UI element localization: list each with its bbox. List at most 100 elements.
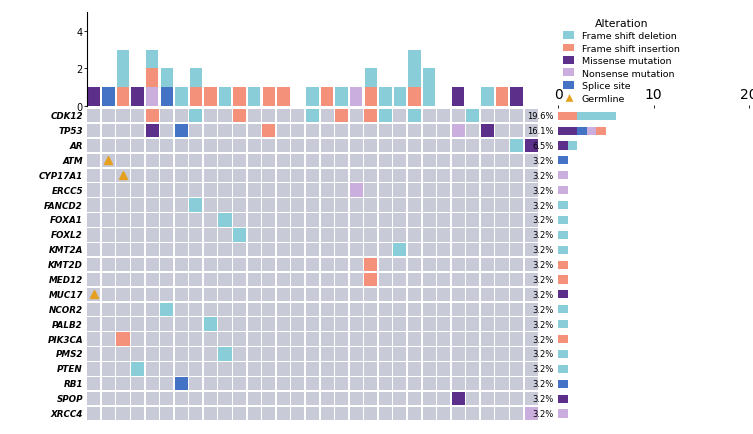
Bar [204,214,217,227]
Bar [558,157,568,165]
Bar [204,169,217,183]
Text: TP53: TP53 [58,127,83,136]
Bar [408,214,421,227]
Bar [510,110,523,123]
Bar [189,392,203,405]
Bar [335,377,348,391]
Bar [277,125,290,138]
Bar [481,303,494,316]
Bar [408,318,421,331]
Bar [189,348,203,361]
Bar [218,110,232,123]
Bar [393,362,407,376]
Bar [481,155,494,168]
Bar [466,155,480,168]
Bar [277,139,290,153]
Bar [189,169,203,183]
Bar [189,184,203,197]
Bar [481,184,494,197]
Bar [131,258,144,272]
Bar [131,303,144,316]
Bar [393,184,407,197]
Bar [379,332,392,346]
Bar [175,243,188,257]
Bar [335,110,348,123]
Bar [335,184,348,197]
Bar [306,318,319,331]
Bar [393,110,407,123]
Bar [248,155,261,168]
Bar [321,110,334,123]
Bar [248,332,261,346]
Bar [349,407,363,420]
Bar [248,273,261,286]
Bar [495,303,508,316]
Bar [160,318,173,331]
Text: 3.2%: 3.2% [532,171,553,181]
Bar [87,243,100,257]
Bar [175,155,188,168]
Bar [291,155,304,168]
Bar [204,318,217,331]
Bar [204,184,217,197]
Bar [131,362,144,376]
Bar [233,303,246,316]
Bar [349,273,363,286]
Bar [262,214,276,227]
Bar [364,229,377,242]
Bar [510,125,523,138]
Bar [160,332,173,346]
Bar [321,169,334,183]
Bar [248,288,261,301]
Bar [452,303,465,316]
Bar [189,139,203,153]
Bar [145,243,159,257]
Bar [117,258,130,272]
Bar [233,332,246,346]
Bar [379,243,392,257]
Bar [587,127,596,135]
Bar [117,110,130,123]
Bar [160,362,173,376]
Bar [306,303,319,316]
Bar [422,155,436,168]
Bar [291,377,304,391]
Bar [248,139,261,153]
Bar [321,377,334,391]
Bar [291,303,304,316]
Bar [510,139,523,153]
Bar [117,362,130,376]
Bar [335,258,348,272]
Bar [218,155,232,168]
Bar [422,110,436,123]
Bar [306,110,319,123]
Bar [262,243,276,257]
Bar [364,332,377,346]
Bar [558,127,578,135]
Bar [233,214,246,227]
Text: FOXL2: FOXL2 [51,231,83,240]
Bar [422,169,436,183]
Bar [102,332,115,346]
Legend: Frame shift deletion, Frame shift insertion, Missense mutation, Nonsense mutatio: Frame shift deletion, Frame shift insert… [562,18,681,104]
Bar [364,273,377,286]
Bar [393,288,407,301]
Bar [175,125,188,138]
Bar [87,377,100,391]
Bar [87,88,100,107]
Bar [218,348,232,361]
Bar [422,318,436,331]
Bar [131,332,144,346]
Text: 3.2%: 3.2% [532,350,553,358]
Bar [291,229,304,242]
Bar [393,392,407,405]
Bar [218,139,232,153]
Bar [189,110,203,123]
Bar [160,125,173,138]
Text: PALB2: PALB2 [52,320,83,329]
Bar [262,318,276,331]
Bar [87,303,100,316]
Bar [437,258,450,272]
Bar [379,258,392,272]
Bar [495,110,508,123]
